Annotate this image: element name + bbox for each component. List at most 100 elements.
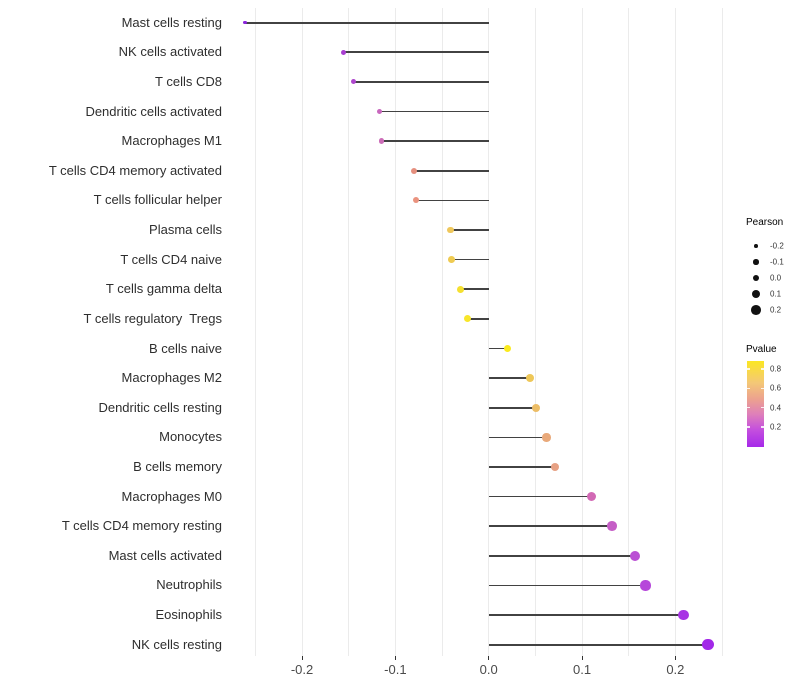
pvalue-legend-tick: [747, 387, 750, 390]
lollipop-stem: [488, 406, 537, 409]
lollipop-dot: [678, 609, 690, 621]
gridline: [628, 8, 630, 656]
gridline: [581, 8, 583, 656]
size-legend-label: 0.2: [770, 305, 782, 315]
category-label: T cells gamma delta: [105, 281, 222, 297]
size-legend-dot: [752, 274, 760, 282]
lollipop-dot: [350, 79, 356, 85]
lollipop-stem: [245, 21, 489, 24]
lollipop-stem: [488, 525, 612, 528]
gridline: [394, 8, 396, 656]
lollipop-stem: [488, 466, 555, 468]
pvalue-legend-label: 0.4: [770, 403, 782, 413]
category-label: B cells memory: [133, 459, 222, 474]
category-label: Dendritic cells resting: [98, 399, 222, 415]
category-label: Macrophages M0: [121, 488, 222, 504]
lollipop-dot: [447, 226, 454, 234]
gridline: [441, 8, 443, 656]
x-tick-label: -0.1: [384, 662, 407, 677]
category-label: Mast cells activated: [108, 547, 222, 563]
pvalue-legend-tick: [747, 368, 750, 370]
category-label: Eosinophils: [155, 607, 223, 623]
lollipop-stem: [488, 614, 684, 616]
pvalue-legend-tick: [761, 387, 764, 390]
lollipop-stem: [488, 436, 547, 439]
category-label: T cells regulatory Tregs: [83, 310, 222, 326]
pvalue-legend-label: 0.6: [770, 383, 782, 393]
category-label: T cells CD4 naive: [120, 251, 222, 267]
size-legend-dot: [751, 305, 761, 315]
category-label: Mast cells resting: [121, 14, 222, 30]
lollipop-stem: [460, 288, 489, 291]
size-legend-dot: [751, 289, 761, 299]
category-label: Neutrophils: [156, 577, 222, 593]
lollipop-stem: [488, 643, 708, 646]
lollipop-dot: [447, 256, 455, 264]
lollipop-dot: [410, 167, 418, 174]
pvalue-legend-tick: [747, 406, 750, 409]
pvalue-gradient-bar: [747, 361, 764, 447]
color-legend-title: Pvalue: [746, 344, 777, 355]
category-label: T cells CD4 memory activated: [48, 162, 222, 178]
lollipop-stem: [488, 584, 646, 587]
lollipop-stem: [381, 140, 489, 143]
size-legend-dot: [754, 244, 758, 248]
category-label: Macrophages M2: [121, 370, 222, 386]
pvalue-legend-tick: [747, 426, 750, 428]
lollipop-stem: [414, 169, 489, 172]
category-label: T cells follicular helper: [93, 192, 222, 208]
lollipop-dot: [340, 49, 346, 55]
lollipop-dot: [243, 21, 247, 25]
gridline: [348, 8, 350, 656]
x-tick-label: 0.2: [666, 662, 685, 677]
gridline: [301, 8, 303, 656]
lollipop-dot: [532, 403, 541, 412]
x-tick-label: 0.1: [572, 662, 592, 677]
x-tick-label: -0.2: [290, 662, 314, 677]
lollipop-dot: [640, 580, 651, 591]
lollipop-dot: [702, 639, 714, 651]
lollipop-dot: [525, 374, 534, 383]
size-legend-title: Pearson: [746, 217, 784, 228]
pvalue-legend-tick: [761, 368, 764, 370]
lollipop-stem: [353, 81, 489, 83]
x-tick-mark: [488, 656, 490, 660]
pvalue-legend-tick: [761, 426, 764, 428]
lollipop-dot: [376, 108, 383, 115]
category-label: T cells CD4 memory resting: [61, 518, 222, 534]
x-tick-mark: [674, 656, 676, 660]
x-tick-mark: [301, 656, 303, 660]
category-label: NK cells activated: [118, 44, 222, 60]
pvalue-legend-label: 0.8: [770, 364, 782, 374]
lollipop-stem: [488, 555, 636, 557]
size-legend-label: 0.1: [770, 289, 782, 299]
lollipop-stem: [467, 318, 489, 320]
x-tick-mark: [581, 656, 583, 660]
lollipop-dot: [412, 197, 419, 204]
gridline: [674, 8, 676, 656]
gridline: [488, 8, 490, 656]
lollipop-stem: [488, 377, 530, 379]
category-label: Dendritic cells activated: [85, 103, 222, 119]
lollipop-dot: [630, 550, 641, 561]
lollipop-dot: [378, 138, 385, 144]
category-label: Plasma cells: [149, 222, 222, 238]
pvalue-legend-tick: [761, 406, 764, 409]
size-legend-dot: [753, 259, 759, 265]
lollipop-stem: [451, 258, 489, 261]
lollipop-stem: [379, 110, 489, 113]
category-label: B cells naive: [149, 340, 222, 356]
category-label: Monocytes: [159, 429, 222, 445]
lollipop-stem: [488, 347, 508, 350]
lollipop-dot: [457, 285, 465, 293]
lollipop-dot: [586, 492, 596, 502]
x-tick-label: 0.0: [479, 662, 498, 677]
category-label: T cells CD8: [155, 73, 222, 89]
lollipop-stem: [343, 51, 489, 54]
lollipop-dot: [550, 462, 560, 472]
size-legend-label: -0.2: [770, 241, 784, 251]
lollipop-dot: [542, 433, 551, 442]
x-tick-mark: [394, 656, 396, 660]
size-legend-label: 0.0: [770, 273, 782, 283]
